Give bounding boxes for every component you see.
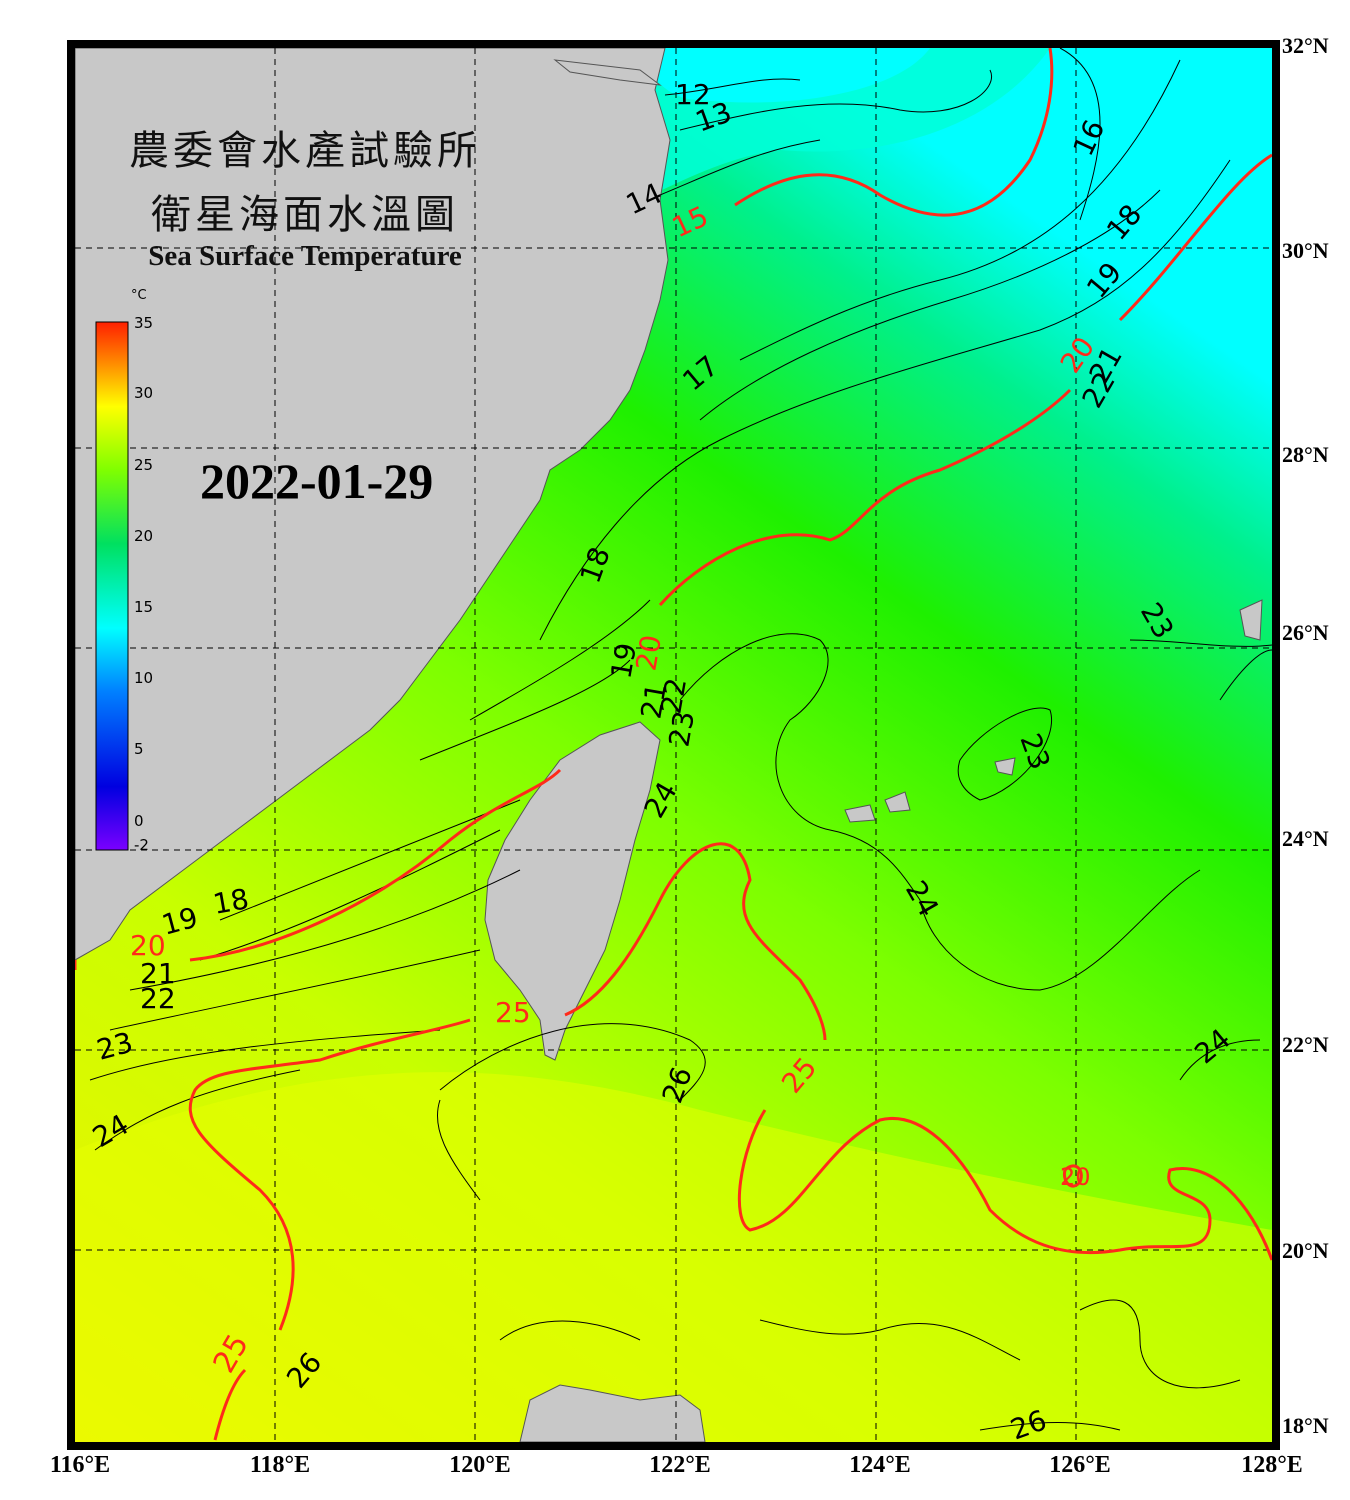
colorbar-unit: °C	[131, 288, 147, 303]
colorbar-tick: 25	[134, 456, 154, 474]
contour-label: 23	[662, 708, 701, 749]
colorbar-tick: 0	[134, 812, 144, 830]
isotherms-major	[75, 48, 1272, 1441]
longitude-label: 128°E	[1241, 1452, 1303, 1478]
land-ryukyu-islands	[844, 599, 1263, 823]
colorbar-tick: 15	[134, 598, 154, 616]
latitude-label: 24°N	[1282, 826, 1329, 851]
cold-water-core	[640, 48, 930, 103]
map-frame	[67, 40, 1280, 1450]
contour-label: 20	[629, 632, 668, 673]
land-china	[75, 48, 671, 961]
longitude-label: 118°E	[249, 1452, 311, 1478]
latitude-label: 28°N	[1282, 442, 1329, 467]
contour-label: 12	[675, 78, 711, 111]
contour-label: 20	[1060, 1163, 1091, 1191]
graticule	[75, 48, 1272, 1442]
contour-label: 22	[140, 982, 176, 1015]
isotherms-minor	[89, 48, 1272, 1431]
title-chinese-agency: 農委會水產試驗所	[129, 128, 481, 174]
latitude-label: 22°N	[1282, 1032, 1329, 1057]
land-chongming	[553, 59, 662, 86]
contour-label: 25	[495, 996, 531, 1029]
map-date: 2022-01-29	[200, 453, 434, 509]
title-english: Sea Surface Temperature	[148, 240, 462, 272]
colorbar	[95, 321, 129, 851]
latitude-label: 20°N	[1282, 1238, 1329, 1263]
longitude-label: 116°E	[49, 1452, 111, 1478]
colorbar-tick: 30	[134, 384, 154, 402]
longitude-label: 124°E	[849, 1452, 911, 1478]
longitude-label: 120°E	[449, 1452, 511, 1478]
latitude-label: 32°N	[1282, 33, 1329, 58]
colorbar-tick: 35	[134, 314, 154, 332]
contour-label: 22	[654, 675, 693, 716]
colorbar-tick: 5	[134, 740, 144, 758]
colorbar-tick: 10	[134, 669, 154, 687]
land-luzon	[519, 1384, 706, 1442]
latitude-label: 18°N	[1282, 1413, 1329, 1438]
land-taiwan	[484, 721, 661, 1061]
longitude-label: 126°E	[1049, 1452, 1111, 1478]
contour-label: 20	[130, 929, 166, 962]
warm-water-region	[75, 1072, 1272, 1442]
colorbar-tick: -2	[134, 836, 149, 854]
contour-label: 19	[604, 640, 643, 681]
longitude-label: 122°E	[649, 1452, 711, 1478]
contour-label: 21	[634, 680, 673, 721]
colorbar-tick: 20	[134, 527, 154, 545]
latitude-label: 30°N	[1282, 238, 1329, 263]
latitude-label: 26°N	[1282, 620, 1329, 645]
title-chinese-map: 衛星海面水溫圖	[151, 192, 459, 238]
contour-label: 21	[140, 957, 176, 990]
contour-label: 18	[210, 882, 251, 921]
